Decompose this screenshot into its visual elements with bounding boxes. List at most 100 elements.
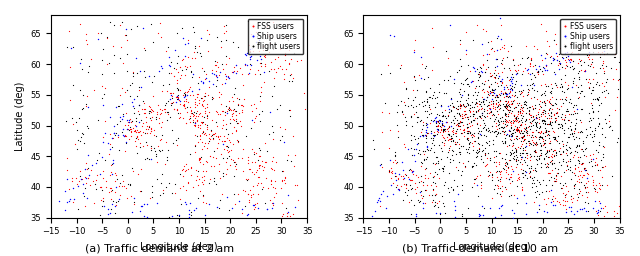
Point — [525, 61, 535, 65]
Point — [185, 114, 195, 118]
Point — [443, 132, 453, 136]
Point — [234, 45, 244, 49]
Point — [463, 141, 474, 145]
Point — [525, 164, 536, 168]
Point — [166, 91, 176, 95]
Point — [397, 109, 407, 113]
Point — [275, 138, 285, 143]
Point — [244, 67, 255, 71]
Point — [532, 97, 542, 101]
Point — [282, 38, 292, 42]
Text: (a) Traffic demand at 2 am: (a) Traffic demand at 2 am — [85, 243, 235, 253]
Point — [468, 112, 478, 116]
Point — [493, 162, 504, 166]
Point — [89, 201, 99, 205]
Point — [143, 126, 154, 131]
Point — [477, 41, 488, 46]
Point — [186, 69, 196, 73]
Point — [530, 190, 540, 195]
Point — [575, 207, 585, 211]
Point — [497, 129, 507, 133]
Point — [531, 121, 541, 125]
Point — [262, 148, 273, 153]
Point — [127, 100, 137, 104]
Point — [535, 125, 545, 129]
Point — [114, 197, 124, 201]
Point — [496, 37, 506, 41]
Point — [460, 109, 470, 113]
Point — [545, 119, 556, 123]
Point — [507, 208, 517, 212]
Point — [155, 149, 165, 153]
Point — [404, 167, 415, 171]
Point — [490, 130, 500, 134]
Point — [509, 119, 519, 123]
Point — [253, 158, 263, 162]
Point — [268, 19, 278, 24]
Point — [445, 121, 456, 125]
Point — [185, 64, 195, 68]
Point — [440, 108, 450, 112]
Point — [475, 73, 485, 77]
Point — [534, 63, 545, 68]
Point — [458, 103, 468, 108]
Point — [599, 144, 609, 148]
Point — [426, 111, 436, 115]
Point — [163, 45, 173, 49]
Point — [495, 177, 506, 182]
Point — [426, 131, 436, 135]
Point — [576, 107, 586, 111]
Point — [166, 101, 177, 105]
Point — [224, 104, 234, 109]
Point — [476, 81, 486, 85]
Point — [511, 153, 522, 157]
Point — [157, 188, 168, 193]
Point — [504, 177, 515, 181]
Point — [179, 99, 189, 103]
Point — [161, 101, 172, 105]
Point — [121, 33, 131, 37]
Point — [544, 99, 554, 103]
Point — [230, 159, 240, 164]
Point — [431, 119, 441, 123]
Point — [501, 187, 511, 191]
Point — [521, 144, 531, 148]
Point — [202, 116, 212, 120]
Point — [518, 88, 528, 92]
Point — [170, 48, 180, 52]
Point — [175, 102, 186, 106]
Point — [471, 155, 481, 159]
Point — [586, 164, 596, 168]
Point — [600, 117, 611, 121]
Point — [477, 204, 487, 208]
Point — [514, 175, 524, 179]
Point — [517, 142, 527, 146]
Point — [225, 137, 235, 142]
Point — [548, 194, 558, 198]
Point — [563, 135, 573, 139]
Point — [199, 69, 209, 73]
Point — [409, 74, 419, 79]
Point — [273, 55, 284, 59]
Point — [595, 95, 605, 99]
Point — [139, 46, 149, 50]
Point — [431, 192, 442, 196]
Point — [574, 75, 584, 79]
Point — [218, 118, 228, 122]
Point — [456, 64, 467, 68]
Point — [545, 121, 555, 125]
Point — [453, 121, 463, 125]
Point — [189, 123, 199, 127]
Point — [528, 118, 538, 122]
Point — [511, 150, 521, 154]
Point — [506, 125, 516, 129]
Point — [516, 115, 527, 120]
Point — [505, 68, 515, 72]
Point — [456, 103, 466, 107]
Point — [556, 146, 566, 150]
Point — [527, 82, 537, 86]
Point — [105, 115, 115, 119]
Point — [454, 124, 465, 128]
Point — [556, 186, 566, 190]
Point — [401, 123, 412, 127]
